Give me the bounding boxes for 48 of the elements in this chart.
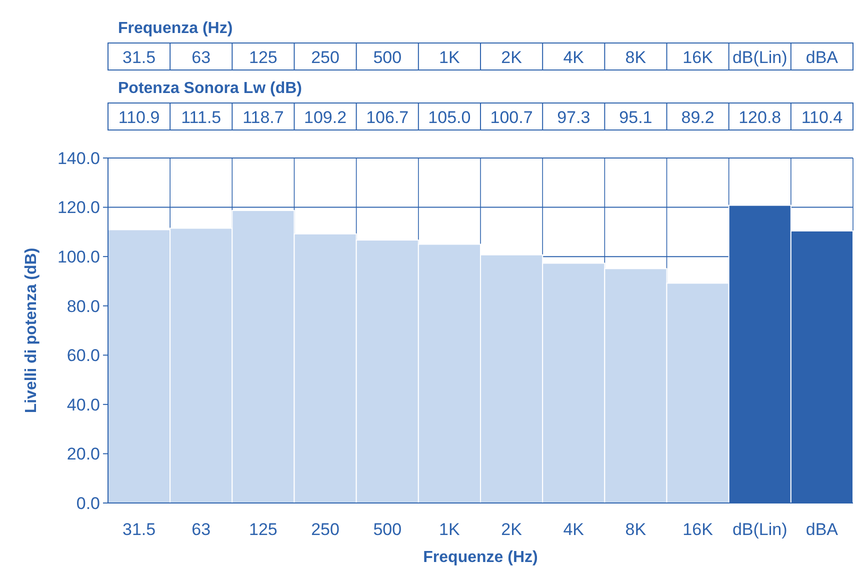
data-label: 120.8: [738, 108, 782, 127]
category-label: 1K: [439, 48, 460, 67]
data-label: 97.3: [557, 108, 590, 127]
x-tick-label: dBA: [806, 520, 839, 539]
text: Frequenza (Hz): [118, 20, 233, 37]
y-tick-label: 60.0: [66, 346, 100, 366]
y-tick-label: 120.0: [57, 198, 100, 218]
y-tick-label: 20.0: [66, 444, 100, 464]
category-label: 8K: [625, 48, 646, 67]
data-label: 110.9: [118, 108, 160, 127]
category-label: 4K: [563, 48, 584, 67]
x-tick-label: 4K: [563, 520, 585, 539]
data-label: 100.7: [490, 108, 533, 127]
x-tick-label: 31.5: [122, 520, 156, 539]
category-label: 250: [311, 48, 340, 67]
x-tick-label: 250: [311, 520, 340, 539]
data-label: 105.0: [428, 108, 471, 127]
category-label: 63: [192, 48, 211, 67]
x-tick-label: 1K: [439, 520, 461, 539]
y-tick-label: 80.0: [66, 296, 100, 316]
data-label: 111.5: [181, 108, 222, 127]
text: Potenza Sonora Lw (dB): [118, 80, 302, 97]
x-tick-label: 125: [249, 520, 278, 539]
y-tick-label: 100.0: [57, 248, 100, 267]
y-tick-label: 140.0: [57, 148, 100, 168]
x-axis-title: Frequenze (Hz): [423, 549, 538, 566]
data-label: 109.2: [304, 108, 347, 127]
x-tick-label: 8K: [625, 520, 647, 539]
y-axis-title: Livelli di potenza (dB): [23, 248, 40, 414]
x-tick-label: 63: [192, 520, 211, 539]
x-tick-label: 16K: [682, 520, 714, 539]
category-label: 125: [249, 48, 278, 67]
x-tick-label: dB(Lin): [732, 520, 788, 539]
category-label: dBA: [806, 48, 838, 67]
data-label: 89.2: [681, 108, 714, 127]
data-label: 95.1: [619, 108, 652, 127]
data-label: 106.7: [366, 108, 409, 127]
data-label: 118.7: [242, 108, 284, 127]
category-label: 2K: [501, 48, 522, 67]
category-label: 31.5: [122, 48, 156, 67]
category-label: dB(Lin): [732, 48, 788, 67]
category-label: 16K: [682, 48, 713, 67]
data-label: 110.4: [801, 108, 843, 127]
category-label: 500: [373, 48, 402, 67]
x-tick-label: 2K: [501, 520, 523, 539]
x-tick-label: 500: [373, 520, 402, 539]
y-tick-label: 40.0: [66, 395, 100, 414]
y-tick-label: 0.0: [76, 494, 100, 513]
